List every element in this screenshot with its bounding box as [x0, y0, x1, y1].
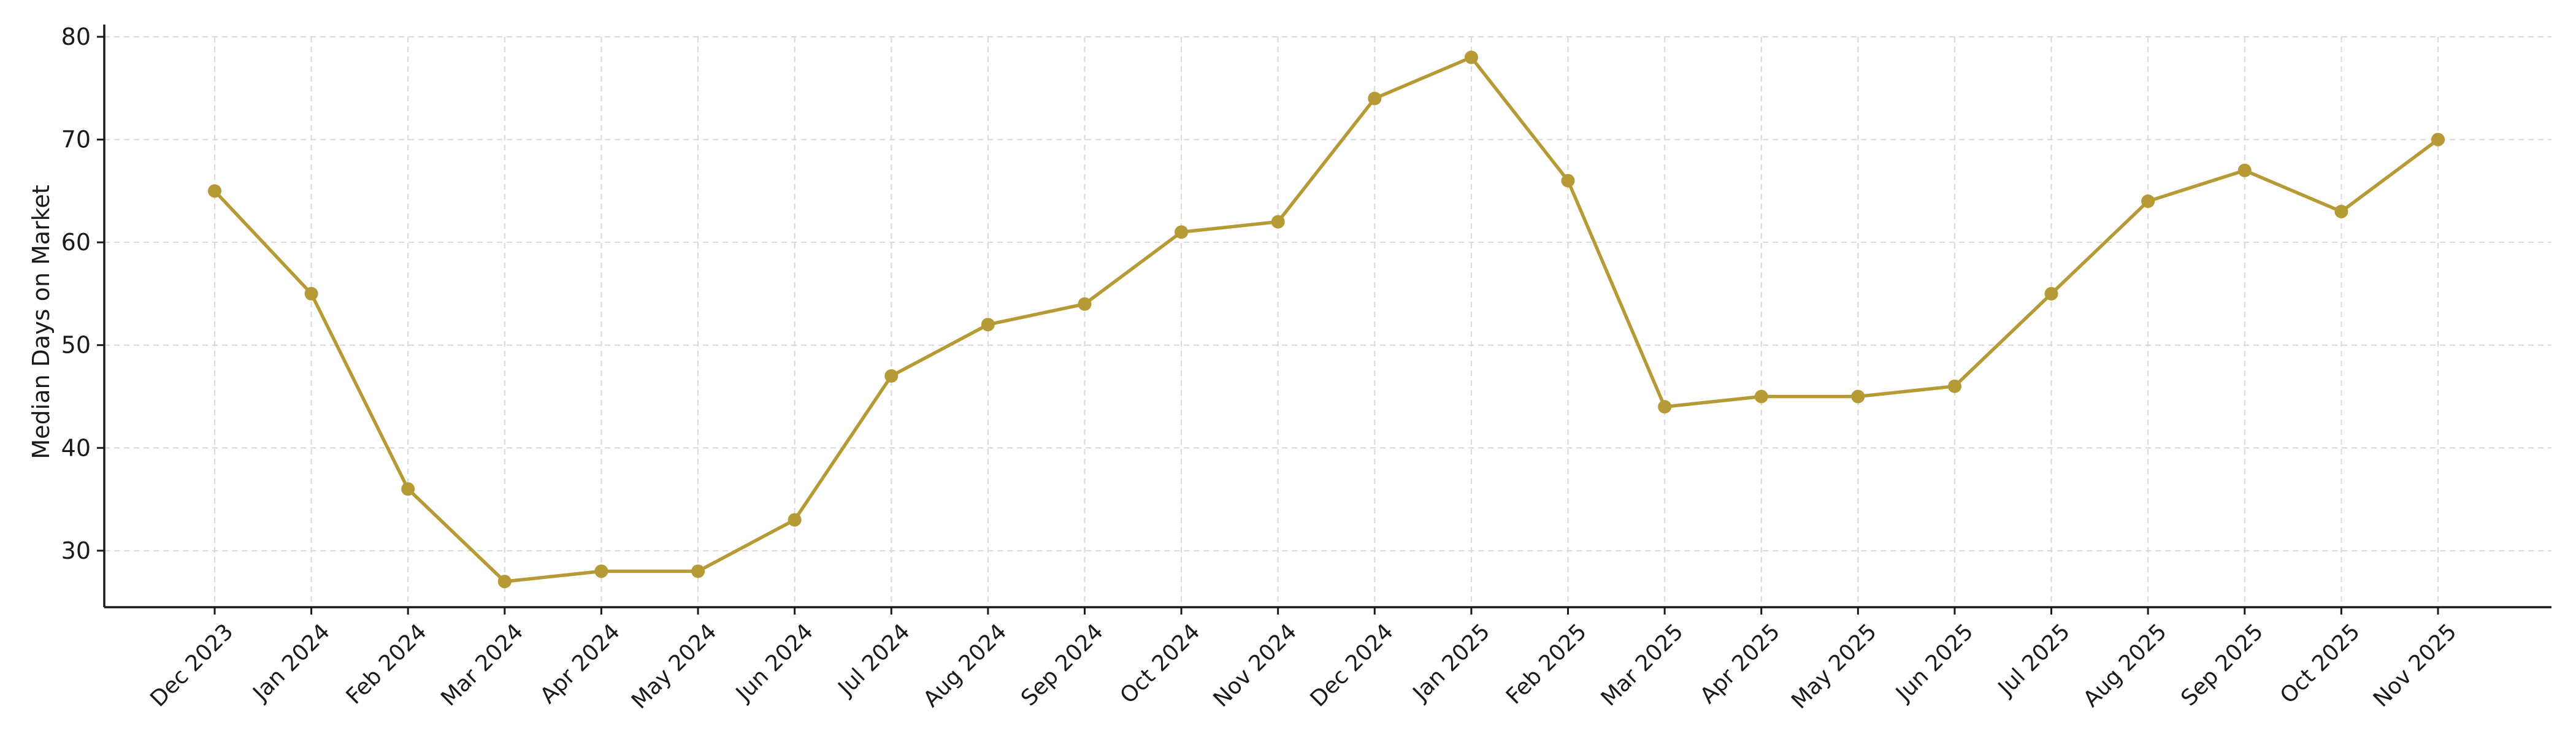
- data-point: [2141, 194, 2155, 209]
- x-tick-label: Jan 2025: [1408, 619, 1495, 707]
- x-tick-label: Dec 2024: [1306, 619, 1398, 711]
- x-tick-label: Oct 2025: [2275, 619, 2365, 708]
- data-point: [691, 564, 705, 578]
- x-axis-ticks: Dec 2023 Jan 2024 Feb 2024 Mar 2024 Apr 2024…: [145, 607, 2461, 714]
- series-layer: [208, 50, 2445, 589]
- data-point: [1947, 379, 1961, 393]
- data-point: [788, 513, 802, 527]
- data-point: [1078, 297, 1092, 311]
- y-tick-label: 70: [61, 126, 91, 153]
- data-point: [981, 318, 995, 332]
- x-tick-label: Jul 2024: [833, 619, 915, 701]
- x-tick-label: Apr 2025: [1695, 619, 1785, 708]
- x-tick-label: Mar 2024: [436, 619, 528, 711]
- y-tick-label: 40: [61, 434, 91, 461]
- y-tick-label: 30: [61, 537, 91, 564]
- data-point: [2044, 286, 2058, 301]
- data-point: [401, 482, 415, 496]
- data-point: [1754, 389, 1768, 404]
- y-tick-label: 50: [61, 332, 91, 359]
- y-axis-ticks: 30 40 50 60 70 80: [61, 23, 104, 564]
- data-point: [304, 286, 318, 301]
- x-tick-label: Sep 2025: [2176, 619, 2268, 711]
- y-tick-label: 60: [61, 229, 91, 256]
- grid-layer: [104, 36, 2551, 607]
- x-tick-label: Sep 2024: [1016, 619, 1108, 711]
- x-tick-label: May 2025: [1787, 619, 1882, 714]
- y-tick-label: 80: [61, 23, 91, 50]
- y-axis-title: Median Days on Market: [28, 185, 55, 459]
- x-tick-label: Apr 2024: [535, 619, 625, 708]
- data-point: [2237, 163, 2252, 177]
- data-point: [497, 575, 512, 589]
- x-tick-label: Jan 2024: [248, 619, 335, 707]
- x-tick-label: Jul 2025: [1993, 619, 2075, 701]
- x-tick-label: Jun 2024: [730, 619, 818, 707]
- data-point: [594, 564, 608, 578]
- x-tick-label: Aug 2025: [2079, 619, 2172, 712]
- x-tick-label: Dec 2023: [145, 619, 238, 711]
- axes-layer: [103, 25, 2551, 608]
- data-point: [1464, 50, 1478, 64]
- data-point: [884, 369, 899, 383]
- x-tick-label: May 2024: [627, 619, 722, 714]
- data-point: [2431, 132, 2445, 147]
- x-tick-label: Aug 2024: [919, 619, 1012, 712]
- data-point: [2334, 204, 2348, 218]
- data-point: [1271, 215, 1285, 229]
- x-tick-label: Oct 2024: [1116, 619, 1205, 708]
- data-point: [1561, 174, 1575, 188]
- x-tick-label: Nov 2024: [1209, 619, 1302, 712]
- data-point: [208, 184, 221, 198]
- x-tick-label: Jun 2025: [1890, 619, 1978, 707]
- data-point: [1175, 225, 1189, 239]
- data-point: [1368, 91, 1382, 105]
- x-tick-label: Feb 2024: [342, 619, 432, 709]
- data-point: [1851, 389, 1865, 404]
- series-line: [213, 55, 2440, 583]
- x-tick-label: Nov 2025: [2369, 619, 2462, 712]
- x-tick-label: Mar 2025: [1597, 619, 1689, 711]
- data-point: [1658, 400, 1672, 414]
- x-tick-label: Feb 2025: [1501, 619, 1592, 709]
